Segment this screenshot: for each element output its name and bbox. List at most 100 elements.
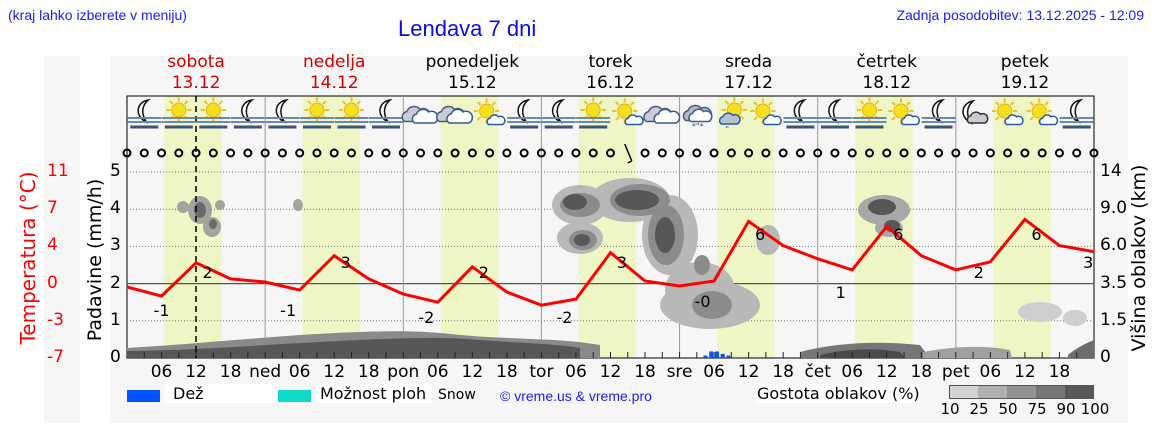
svg-text:-0: -0 (695, 292, 711, 311)
day-header: ponedeljek 15.12 (412, 52, 532, 94)
svg-text:2: 2 (202, 263, 212, 282)
temperature-annotations: -1 2 -1 3 -2 2 -2 3 -0 6 1 6 2 6 3 (154, 225, 1094, 327)
calm-wind-icon (847, 148, 857, 158)
calm-wind-icon (968, 148, 978, 158)
svg-text:tor: tor (529, 362, 553, 382)
density-tick: 50 (998, 400, 1018, 418)
axis-tick: 1.5 (1100, 309, 1128, 330)
daylight-band (440, 96, 499, 358)
rain-swatch (127, 390, 160, 402)
credit-link[interactable]: © vreme.us & vreme.pro (500, 388, 652, 404)
moon-cloud-icon (962, 99, 989, 125)
axis-tick: 3 (110, 235, 121, 256)
moon-fog-icon (1059, 98, 1094, 129)
calm-wind-icon (329, 148, 339, 158)
svg-text:12: 12 (1014, 362, 1036, 382)
calm-wind-icon (191, 148, 201, 158)
calm-wind-icon (657, 148, 667, 158)
svg-text:2: 2 (974, 263, 984, 282)
svg-text:06: 06 (289, 362, 311, 382)
moon-fog-icon (230, 98, 265, 129)
day-date: 17.12 (724, 73, 773, 93)
snow-label: Snow (438, 387, 476, 403)
axis-tick: 14 (1100, 161, 1122, 181)
density-swatch (1065, 385, 1094, 399)
calm-wind-icon (605, 148, 615, 158)
day-name: torek (588, 52, 633, 72)
temp-axis-band (44, 56, 80, 423)
axis-tick: 11 (47, 161, 69, 181)
sun-fog-icon (852, 97, 887, 129)
calm-wind-icon (726, 148, 736, 158)
svg-text:12: 12 (323, 362, 345, 382)
day-date: 15.12 (448, 73, 497, 93)
calm-wind-icon (934, 148, 944, 158)
svg-text:18: 18 (358, 362, 380, 382)
calm-wind-icon (1089, 148, 1099, 158)
calm-wind-icon (398, 148, 408, 158)
day-header: četrtek 18.12 (827, 52, 947, 94)
calm-wind-icon (588, 148, 598, 158)
density-swatch (1007, 385, 1036, 399)
svg-text:1: 1 (836, 283, 846, 302)
density-swatch (1036, 385, 1065, 399)
svg-text:3: 3 (341, 253, 351, 272)
day-header: torek 16.12 (550, 52, 670, 94)
moon-fog-icon (507, 98, 542, 129)
rain-label: Dež (165, 384, 278, 403)
last-updated: Zadnja posodobitev: 13.12.2025 - 12:09 (896, 7, 1144, 23)
calm-wind-icon (865, 148, 875, 158)
svg-text:3: 3 (1083, 253, 1093, 272)
svg-text:18: 18 (772, 362, 794, 382)
page-title: Lendava 7 dni (398, 16, 537, 41)
daylight-band (302, 96, 361, 358)
calm-wind-icon (830, 148, 840, 158)
svg-text:-1: -1 (280, 301, 296, 320)
axis-tick: -3 (47, 309, 64, 330)
calm-wind-icon (364, 148, 374, 158)
svg-text:2: 2 (479, 263, 489, 282)
day-header: petek 19.12 (965, 52, 1085, 94)
calm-wind-icon (485, 148, 495, 158)
moon-fog-icon (369, 98, 404, 129)
sun-cloud-icon (992, 98, 1024, 126)
wind-arrow-icon (624, 143, 633, 164)
svg-text:18: 18 (220, 362, 242, 382)
svg-text:ned: ned (249, 362, 281, 382)
axis-tick: 0 (110, 347, 121, 367)
svg-text:06: 06 (427, 362, 449, 382)
precipitation-bars (703, 351, 731, 358)
svg-text:06: 06 (980, 362, 1002, 382)
svg-text:čet: čet (804, 362, 831, 382)
calm-wind-icon (951, 148, 961, 158)
calm-wind-icon (519, 148, 529, 158)
daylight-bands (164, 96, 1051, 358)
calm-wind-icon (295, 148, 305, 158)
sun-cloud-icon (612, 98, 644, 126)
svg-text:6: 6 (893, 225, 903, 244)
density-swatch (949, 385, 978, 399)
day-date: 18.12 (862, 73, 912, 93)
axis-tick: 6.0 (1100, 235, 1128, 256)
calm-wind-icon (450, 148, 460, 158)
density-tick: 90 (1056, 400, 1076, 418)
moon-fog-icon (783, 98, 818, 129)
svg-text:-2: -2 (556, 308, 572, 327)
day-name: petek (1000, 52, 1050, 72)
day-header: nedelja 14.12 (274, 52, 394, 94)
svg-text:3: 3 (617, 253, 627, 272)
day-name: sobota (167, 52, 225, 72)
day-name: ponedeljek (425, 52, 520, 72)
axis-tick: 9.0 (1100, 198, 1128, 219)
svg-text:*"*: *"* (692, 122, 704, 131)
calm-wind-icon (416, 148, 426, 158)
calm-wind-icon (916, 148, 926, 158)
svg-text:pon: pon (387, 362, 419, 382)
calm-wind-icon (260, 148, 270, 158)
svg-text:": " (725, 125, 729, 134)
svg-text:12: 12 (462, 362, 484, 382)
calm-wind-icon (1072, 148, 1082, 158)
svg-text:pet: pet (942, 362, 970, 382)
showers-label: Možnost ploh (316, 384, 432, 403)
